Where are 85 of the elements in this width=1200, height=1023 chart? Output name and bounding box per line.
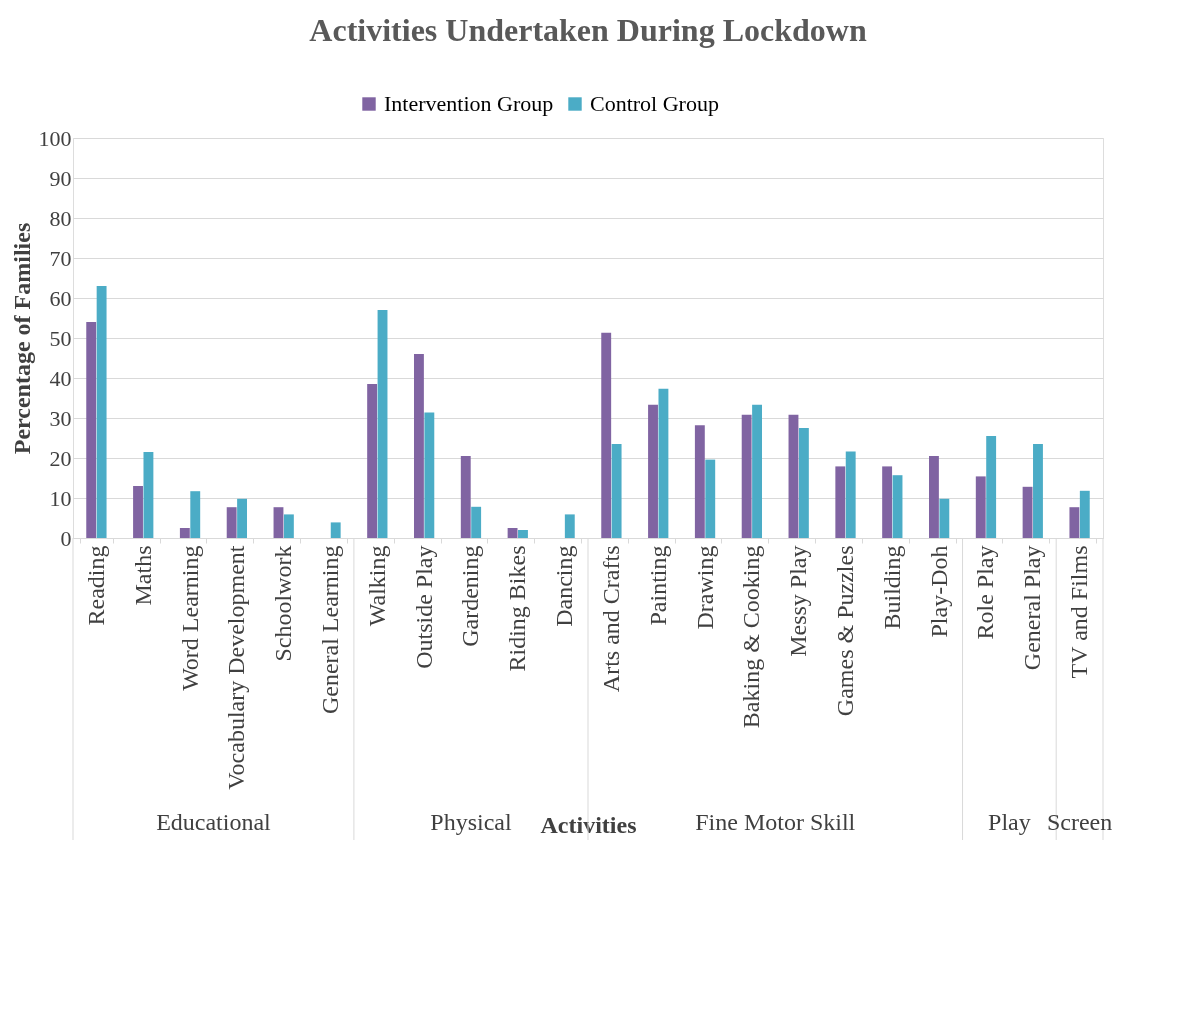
x-tick-label: Word Learning	[176, 545, 203, 691]
text: Play	[988, 809, 1031, 835]
x-tick-label: Maths	[129, 545, 156, 606]
x-tick-label: Walking	[363, 545, 390, 627]
y-tick-label: 60	[49, 285, 72, 311]
bar	[96, 286, 107, 538]
bar	[190, 491, 201, 538]
bar	[752, 404, 763, 538]
bar	[424, 412, 435, 538]
bar	[273, 507, 284, 538]
x-tick-label: TV and Films	[1066, 545, 1093, 679]
x-tick-label: Building	[878, 545, 905, 630]
x-tick-label: Games & Puzzles	[832, 545, 858, 717]
bar	[367, 384, 378, 538]
text: Educational	[156, 809, 272, 835]
y-tick-label: 80	[49, 205, 72, 231]
y-tick-label: 50	[49, 325, 72, 351]
y-tick-label: 0	[60, 525, 72, 551]
bar	[507, 528, 518, 538]
x-tick-label: Gardening	[457, 545, 484, 647]
bar	[658, 388, 669, 538]
bar	[741, 414, 752, 538]
y-tick-label: 30	[49, 405, 72, 431]
bar	[892, 475, 903, 538]
bar	[413, 354, 424, 538]
bar	[611, 444, 622, 538]
bar	[1079, 490, 1090, 538]
x-tick-label: Riding Bikes	[504, 545, 531, 672]
y-axis-title: Percentage of Families	[8, 222, 35, 455]
chart-title: Activities Undertaken During Lockdown	[309, 12, 867, 48]
bar	[237, 498, 248, 538]
bar	[798, 428, 809, 538]
y-tick-label: 70	[49, 245, 72, 271]
text: Screen	[1046, 809, 1113, 835]
bar	[143, 452, 154, 538]
bar	[939, 498, 950, 538]
x-axis-title: Activities	[540, 811, 637, 838]
legend-label: Control Group	[590, 91, 719, 116]
bar	[648, 404, 658, 538]
x-tick-label: Vocabulary Development	[223, 545, 250, 790]
x-tick-label: Drawing	[691, 545, 718, 630]
bar	[694, 425, 705, 538]
bar	[1033, 444, 1043, 538]
y-tick-label: 40	[49, 365, 72, 391]
bar	[845, 451, 856, 538]
x-tick-label: Baking & Cooking	[738, 545, 765, 729]
bar	[1069, 507, 1080, 538]
bar	[564, 514, 575, 538]
bar	[788, 414, 799, 538]
x-tick-label: Play-Doh	[925, 545, 952, 638]
x-tick-label: Role Play	[972, 545, 999, 640]
legend-label: Intervention Group	[384, 91, 554, 116]
bar	[226, 507, 237, 538]
bar	[86, 322, 97, 538]
x-tick-label: General Learning	[317, 545, 343, 715]
text: Physical	[430, 809, 512, 835]
bar	[835, 466, 846, 538]
bar	[460, 456, 471, 538]
x-tick-label: Outside Play	[410, 545, 437, 669]
bar	[330, 522, 341, 538]
x-tick-label: Painting	[644, 545, 671, 626]
bar	[1022, 486, 1033, 538]
bar	[518, 530, 528, 538]
x-tick-label: General Play	[1019, 545, 1046, 671]
bar	[179, 528, 190, 538]
y-tick-label: 100	[38, 125, 72, 151]
bar	[928, 456, 939, 538]
bar	[882, 466, 893, 538]
bar	[975, 476, 986, 538]
y-tick-label: 90	[49, 165, 72, 191]
x-tick-label: Arts and Crafts	[597, 545, 624, 693]
bar	[471, 506, 482, 538]
bar	[986, 436, 997, 538]
bar	[705, 459, 716, 538]
x-tick-label: Dancing	[551, 545, 578, 627]
x-tick-label: Schoolwork	[270, 545, 297, 662]
x-tick-label: Reading	[82, 545, 109, 626]
bar	[377, 310, 388, 538]
y-tick-label: 10	[49, 485, 72, 511]
bar	[601, 332, 612, 538]
y-tick-label: 20	[49, 445, 72, 471]
text: Fine Motor Skill	[695, 809, 856, 835]
bar	[283, 514, 294, 538]
bar	[133, 486, 143, 538]
x-tick-label: Messy Play	[785, 545, 812, 657]
